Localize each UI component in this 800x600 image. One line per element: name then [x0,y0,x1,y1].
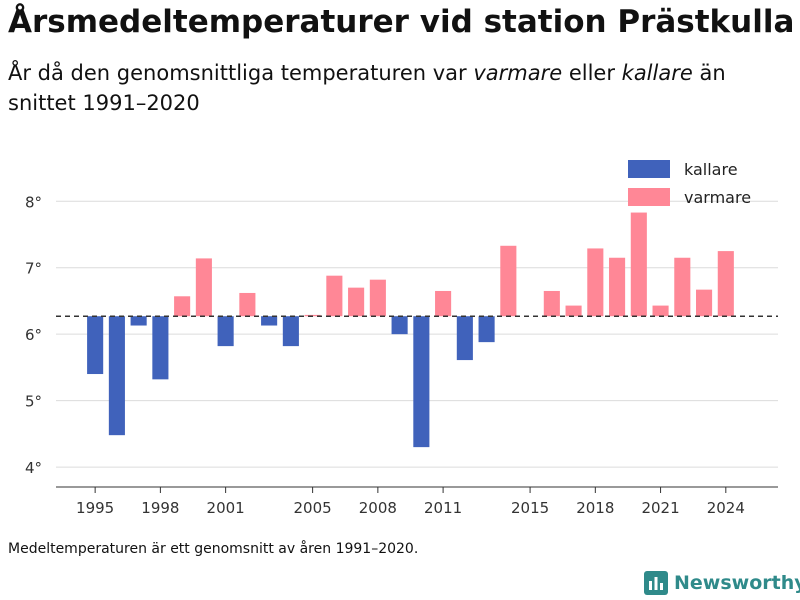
bar-varmare [696,289,713,317]
legend-swatch [628,160,670,178]
bar-chart-logo-icon [644,571,668,595]
bar-varmare [326,275,343,317]
y-tick-label: 7° [25,260,42,278]
bar-kallare [261,316,278,326]
bar-kallare [456,316,473,361]
x-tick-label: 1995 [76,499,114,517]
x-tick-label: 2018 [576,499,614,517]
bar-kallare [391,316,408,335]
y-tick-label: 6° [25,326,42,344]
y-tick-label: 4° [25,459,42,477]
bar-kallare [217,316,234,347]
x-tick-label: 2008 [359,499,397,517]
bar-varmare [174,296,191,317]
bar-varmare [674,257,691,317]
bar-kallare [130,316,147,326]
bar-varmare [435,290,452,317]
bar-kallare [413,316,430,448]
bar-varmare [565,305,582,317]
bar-chart: 4° 5° 6° 7° 8° 1995 1998 2001 2005 2008 2011 2015 20… [25,160,778,517]
bar-varmare [239,292,256,317]
footnote: Medeltemperaturen är ett genomsnitt av å… [8,541,419,557]
bar-kallare [87,316,104,375]
bar-kallare [108,316,125,436]
bar-varmare [543,290,560,317]
x-tick-label: 2011 [424,499,462,517]
brand-logo: Newsworthy [644,568,800,598]
x-tick-label: 1998 [141,499,179,517]
subtitle-colder: kallare [621,61,693,85]
bar-varmare [587,248,604,317]
bar-varmare [652,305,669,317]
brand-name: Newsworthy [674,572,800,594]
bar-varmare [369,279,386,317]
bar-varmare [630,212,647,317]
bar-varmare [195,258,212,317]
bar-varmare [348,287,365,317]
bar-varmare [717,251,734,317]
subtitle-text-2: eller [562,61,622,85]
legend-label: varmare [684,188,751,207]
subtitle-text-1: År då den genomsnittliga temperaturen va… [8,61,474,85]
chart-title: Årsmedeltemperaturer vid station Prästku… [8,4,795,40]
y-tick-label: 5° [25,393,42,411]
x-tick-label: 2021 [641,499,679,517]
y-tick-label: 8° [25,193,42,211]
chart-subtitle: År då den genomsnittliga temperaturen va… [8,58,788,118]
bar-varmare [609,257,626,317]
legend-label: kallare [684,160,738,179]
x-tick-label: 2015 [511,499,549,517]
x-tick-label: 2001 [207,499,245,517]
subtitle-warmer: varmare [473,61,563,85]
bar-kallare [152,316,169,380]
bar-kallare [282,316,299,347]
x-tick-label: 2024 [707,499,745,517]
bar-kallare [478,316,495,343]
bar-varmare [500,245,517,317]
legend-swatch [628,188,670,206]
x-tick-label: 2005 [294,499,332,517]
subtitle-text-3: än snittet 1991–2020 [8,61,726,115]
